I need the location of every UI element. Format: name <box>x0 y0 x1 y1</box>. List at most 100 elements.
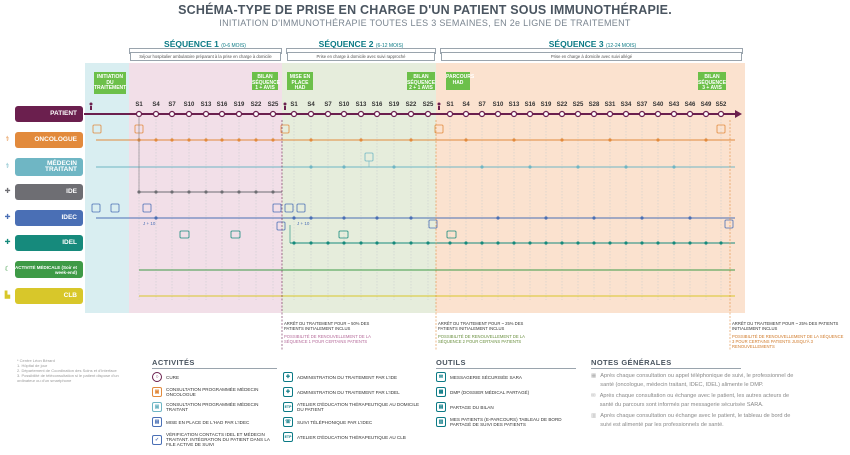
dmp-icon: ▦ <box>436 387 446 397</box>
week-label: S40 <box>652 102 664 108</box>
week-label: S10 <box>338 102 350 108</box>
actor-clb: CLB <box>15 288 83 304</box>
legend-activities-col2: ✚ ADMINISTRATION DU TRAITEMENT PAR L'IDE … <box>283 372 423 442</box>
nurse-icon: ✚ <box>4 188 11 195</box>
initiation-marker: INITIATION DU TRAITEMENT <box>94 72 126 94</box>
week-label: S46 <box>684 102 696 108</box>
stop-note-1: ARRÊT DU TRAITEMENT POUR ~ 50% DES PATIE… <box>284 321 371 344</box>
oncologist-consult-icon: ▣ <box>152 387 162 397</box>
sequence-3-bracket <box>440 48 743 54</box>
week-label: S10 <box>183 102 195 108</box>
nurse-icon: ✚ <box>4 214 11 221</box>
sequence-2-label: SÉQUENCE 2 (6-12 MOIS) <box>318 39 404 49</box>
gp-consult-icon: ▣ <box>152 402 162 412</box>
doctor-icon: ⚕ <box>5 163 10 170</box>
bilan-sequence-2-marker: BILAN SÉQUENCE 2 + 1 AVIS <box>407 72 436 91</box>
week-label: S7 <box>324 102 332 108</box>
actor-idel: IDEL <box>15 235 83 251</box>
bilan-sequence-1-marker: BILAN SÉQUENCE 1 + AVIS <box>252 72 281 91</box>
dashboard-icon: ▥ <box>436 417 446 427</box>
week-label: S4 <box>307 102 315 108</box>
week-label: S1 <box>135 102 143 108</box>
share-icon: ▤ <box>436 402 446 412</box>
dmp-icon: ▦ <box>591 373 597 379</box>
week-label: S4 <box>462 102 470 108</box>
building-icon: ▙ <box>4 292 11 299</box>
footnotes: * Centre Léon Bérard 1. Hôpital de jour … <box>17 358 119 383</box>
actor-oncologue: ONCOLOGUE <box>15 132 83 148</box>
week-label: S19 <box>388 102 400 108</box>
week-label: S1 <box>446 102 454 108</box>
week-label: S13 <box>200 102 212 108</box>
sequence-3-label: SÉQUENCE 3 (12-24 MOIS) <box>548 39 637 49</box>
etp-icons <box>179 230 457 239</box>
patient-start-icons <box>89 102 441 110</box>
legend-notes: ▦ Après chaque consultation ou appel télé… <box>591 373 794 428</box>
week-label: S1 <box>290 102 298 108</box>
medecin-traitant-dots <box>309 165 676 169</box>
legend-tools: ✉ MESSAGERIE SÉCURISÉE SARA ▦ DMP (DOSSIER… <box>436 372 581 427</box>
week-label: S7 <box>478 102 486 108</box>
mise-en-place-had-marker: MISE EN PLACE HAD <box>287 72 313 91</box>
initiation-panel <box>85 63 129 313</box>
week-label: S34 <box>620 102 632 108</box>
patient-arrow <box>735 110 742 118</box>
page-subtitle: INITIATION D'IMMUNOTHÉRAPIE TOUTES LES 3… <box>219 18 631 28</box>
page-title: SCHÉMA-TYPE DE PRISE EN CHARGE D'UN PATI… <box>178 3 672 17</box>
week-label: S4 <box>152 102 160 108</box>
week-label: S22 <box>405 102 417 108</box>
sequence-1-label: SÉQUENCE 1 (0-6 MOIS) <box>164 39 246 49</box>
actor-patient: PATIENT <box>15 106 83 122</box>
had-setup-icon: ▤ <box>152 417 162 427</box>
sequence-3-panel <box>436 63 745 313</box>
actor-medecin-traitant: MÉDECIN TRAITANT <box>15 158 83 176</box>
check-icon: ✓ <box>152 434 162 445</box>
sequence-2-bracket <box>286 48 436 54</box>
bilan-sequence-3-marker: BILAN SÉQUENCE 3 + AVIS <box>698 72 727 91</box>
week-label: S25 <box>572 102 584 108</box>
week-label: S43 <box>668 102 680 108</box>
legend-notes-title: NOTES GÉNÉRALES <box>591 358 672 367</box>
sequence-3-phase: Prise en charge à domicile avec suivi al… <box>441 52 742 61</box>
etp-clb-icon: ETP <box>283 432 293 442</box>
sequence-1-phase: Séjour hospitalier ambulatoire préparant… <box>130 52 281 61</box>
ide-admin-icon: ✚ <box>283 372 293 382</box>
idec-icons <box>91 203 734 231</box>
sequence-1-bracket <box>129 48 282 54</box>
actor-idec: IDEC <box>15 210 83 226</box>
sequence-2-phase: Prise en charge à domicile avec suivi ra… <box>287 52 435 61</box>
legend-tools-title: OUTILS <box>436 358 466 367</box>
actor-ide: IDE <box>15 184 83 200</box>
week-label: S16 <box>371 102 383 108</box>
week-label: S7 <box>168 102 176 108</box>
actor-activite-medicale: ACTIVITÉ MÉDICALE (Soir et week-end) <box>15 261 83 278</box>
etp-home-icon: ETP <box>283 402 293 412</box>
j10-label-seq1: J + 10 <box>143 221 156 226</box>
week-label: S13 <box>355 102 367 108</box>
week-label: S31 <box>604 102 616 108</box>
cure-markers <box>135 110 725 118</box>
phone-icon: ☏ <box>283 417 293 427</box>
week-label: S37 <box>636 102 648 108</box>
dashboard-icon: ▥ <box>591 413 597 419</box>
stop-note-2: ARRÊT DU TRAITEMENT POUR ~ 25% DES PATIE… <box>438 321 525 344</box>
week-label: S10 <box>492 102 504 108</box>
idel-admin-icon: ✚ <box>283 387 293 397</box>
week-label: S52 <box>715 102 727 108</box>
idec-dots <box>154 216 692 220</box>
sequence-2-panel <box>282 63 436 313</box>
stop-note-3: ARRÊT DU TRAITEMENT POUR ~ 25% DES PATIE… <box>732 321 844 349</box>
ide-dots <box>137 190 275 194</box>
week-label: S22 <box>556 102 568 108</box>
week-label: S28 <box>588 102 600 108</box>
mail-icon: ✉ <box>436 372 446 382</box>
week-label: S19 <box>540 102 552 108</box>
parcours-had-marker: PARCOURS HAD <box>446 72 474 90</box>
week-label: S16 <box>524 102 536 108</box>
legend-activities-col1: ○ CURE ▣ CONSULTATION PROGRAMMÉE MÉDECIN O… <box>152 372 280 447</box>
legend-activities-title: ACTIVITÉS <box>152 358 195 367</box>
idel-dots <box>292 241 723 245</box>
moon-icon: ☾ <box>4 266 11 273</box>
mail-icon: ✉ <box>591 393 596 399</box>
